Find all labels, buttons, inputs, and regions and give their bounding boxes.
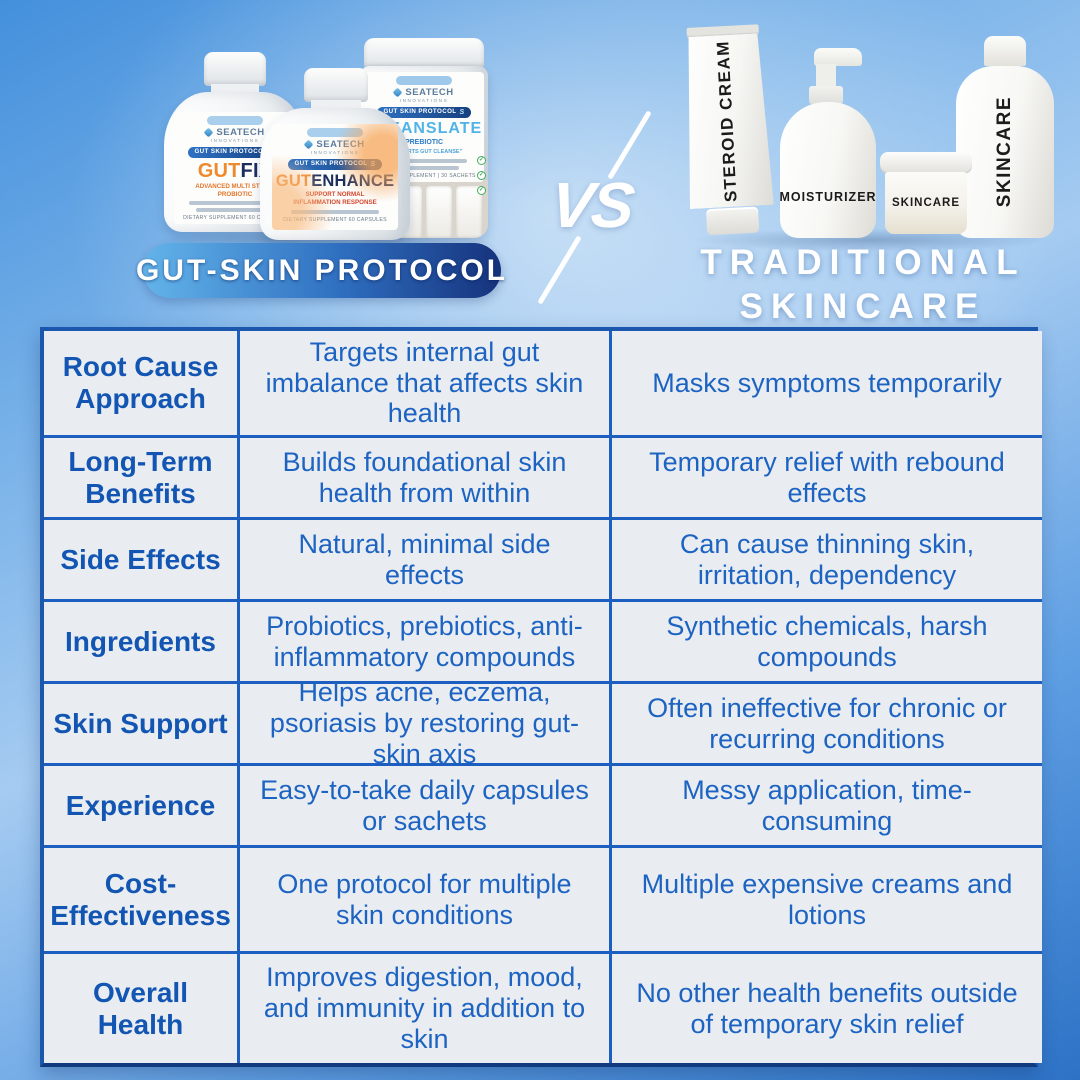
jar-lid xyxy=(880,152,972,172)
brand-subtitle: INNOVATIONS xyxy=(210,137,260,143)
row-label: Experience xyxy=(44,763,237,845)
brand-name: SEATECH xyxy=(216,127,265,138)
decor-pill xyxy=(396,76,452,85)
product-footer: DIETARY SUPPLEMENT 60 CAPSULES xyxy=(283,216,387,223)
traditional-cell: Messy application, time-consuming xyxy=(609,763,1042,845)
vs-slash-bottom xyxy=(537,235,582,305)
pump-label: MOISTURIZER xyxy=(779,190,877,204)
bottle-neck xyxy=(211,84,259,94)
product-tagline-2: “SUPPORTS GUT CLEANSE” xyxy=(385,148,463,155)
product-tagline: ADVANCED MULTI STRAIN PROBIOTIC xyxy=(195,182,275,198)
traditional-cell: Synthetic chemicals, harsh compounds xyxy=(609,599,1042,681)
product-footer: DIETARY SUPPLEMENT | 30 SACHETS xyxy=(372,172,476,179)
row-label: Skin Support xyxy=(44,681,237,763)
product-tagline: SUPPORT NORMAL INFLAMMATION RESPONSE xyxy=(293,191,377,207)
brand-subtitle: INNOVATIONS xyxy=(310,149,360,155)
traditional-skincare-line2: SKINCARE xyxy=(739,287,987,327)
pump-spout xyxy=(814,48,862,66)
protocol-cell: Probiotics, prebiotics, anti-inflammator… xyxy=(237,599,609,681)
traditional-skincare-line1: TRADITIONAL xyxy=(700,243,1026,282)
bottle-neck xyxy=(311,100,361,110)
row-label: Cost-Effectiveness xyxy=(44,845,237,951)
protocol-badge: GUT SKIN PROTOCOL S xyxy=(288,158,382,170)
traditional-cell: Masks symptoms temporarily xyxy=(609,331,1042,435)
decor-bar xyxy=(381,158,467,163)
protocol-cell: Improves digestion, mood, and immunity i… xyxy=(237,951,609,1063)
traditional-skincare-title: TRADITIONAL SKINCARE xyxy=(648,241,1078,329)
product-skincare-bottle: SKINCARE xyxy=(956,36,1054,238)
decor-pill xyxy=(307,128,363,137)
product-footer: DIETARY SUPPLEMENT 60 CAPSULES xyxy=(183,215,287,222)
brand-row: SEATECH xyxy=(303,139,365,150)
row-label: Side Effects xyxy=(44,517,237,599)
supplement-products-group: SEATECH INNOVATIONS GUT SKIN PROTOCOL S … xyxy=(148,16,492,250)
traditional-cell: Often ineffective for chronic or recurri… xyxy=(609,681,1042,763)
bottle-cap xyxy=(304,68,368,102)
protocol-badge-icon: S xyxy=(459,108,465,116)
traditional-cell: Multiple expensive creams and lotions xyxy=(609,845,1042,951)
protocol-cell: Targets internal gut imbalance that affe… xyxy=(237,331,609,435)
brand-subtitle: INNOVATIONS xyxy=(399,97,449,103)
bottle-cap xyxy=(204,52,266,86)
pump-collar xyxy=(809,86,843,104)
row-label: Long-Term Benefits xyxy=(44,435,237,517)
pump-stem xyxy=(816,64,836,86)
decor-bar xyxy=(196,208,274,213)
protocol-cell: Builds foundational skin health from wit… xyxy=(237,435,609,517)
seatech-logo-icon xyxy=(203,127,214,138)
seatech-logo-icon xyxy=(303,139,314,150)
skincare-products-group: STEROID CREAM MOISTURIZER SKINCARE SKINC… xyxy=(680,10,1070,252)
brand-row: SEATECH xyxy=(392,87,454,98)
protocol-cell: Natural, minimal side effects xyxy=(237,517,609,599)
product-name-prefix: GUT xyxy=(275,171,312,190)
protocol-badge: GUT SKIN PROTOCOL S xyxy=(377,106,471,118)
product-tagline: PREBIOTIC xyxy=(404,138,444,146)
row-label: Overall Health xyxy=(44,951,237,1063)
vs-label: VS xyxy=(547,169,637,241)
brand-row: SEATECH xyxy=(203,127,265,138)
product-name: GUTENHANCE xyxy=(276,173,394,190)
protocol-badge-label: GUT SKIN PROTOCOL xyxy=(294,160,368,168)
brand-name: SEATECH xyxy=(316,139,365,150)
protocol-cell: Helps acne, eczema, psoriasis by restori… xyxy=(237,677,609,769)
row-label: Ingredients xyxy=(44,599,237,681)
product-name-prefix: GUT xyxy=(197,159,241,182)
product-moisturizer-pump: MOISTURIZER xyxy=(778,48,878,238)
comparison-table: Root Cause Approach Targets internal gut… xyxy=(40,327,1042,1067)
row-label: Root Cause Approach xyxy=(44,331,237,435)
traditional-cell: Temporary relief with rebound effects xyxy=(609,435,1042,517)
protocol-badge-label: GUT SKIN PROTOCOL xyxy=(383,108,457,116)
decor-bar xyxy=(189,201,281,206)
gut-skin-protocol-badge: GUT-SKIN PROTOCOL xyxy=(136,243,505,298)
bottle-cap xyxy=(984,36,1026,66)
decor-bar xyxy=(291,209,379,214)
tube-body: STEROID CREAM xyxy=(681,33,774,209)
tube-label: STEROID CREAM xyxy=(713,39,741,203)
jar-label: SKINCARE xyxy=(891,197,961,209)
decor-bar xyxy=(389,165,459,170)
protocol-cell: Easy-to-take daily capsules or sachets xyxy=(237,763,609,845)
gutenhance-label: SEATECH INNOVATIONS GUT SKIN PROTOCOL S … xyxy=(272,124,398,230)
bottle-body: SKINCARE xyxy=(956,66,1054,238)
traditional-cell: Can cause thinning skin, irritation, dep… xyxy=(609,517,1042,599)
protocol-cell: One protocol for multiple skin condition… xyxy=(237,845,609,951)
tube-cap xyxy=(706,206,760,236)
protocol-badge-label: GUT SKIN PROTOCOL xyxy=(194,148,268,156)
decor-pill xyxy=(207,116,263,125)
jar-body: SKINCARE xyxy=(885,172,967,234)
certification-icons: ✓ ✓ ✓ xyxy=(477,156,486,195)
product-steroid-cream-tube: STEROID CREAM xyxy=(681,24,776,240)
seatech-logo-icon xyxy=(392,87,403,98)
pump-body: MOISTURIZER xyxy=(779,102,877,238)
product-name-suffix: ENHANCE xyxy=(311,171,395,190)
traditional-cell: No other health benefits outside of temp… xyxy=(609,951,1042,1063)
bottle-label: SKINCARE xyxy=(994,96,1015,208)
tub-cap xyxy=(364,38,484,68)
product-skincare-jar: SKINCARE xyxy=(880,152,972,238)
protocol-badge-icon: S xyxy=(370,160,376,168)
brand-name: SEATECH xyxy=(405,87,454,98)
